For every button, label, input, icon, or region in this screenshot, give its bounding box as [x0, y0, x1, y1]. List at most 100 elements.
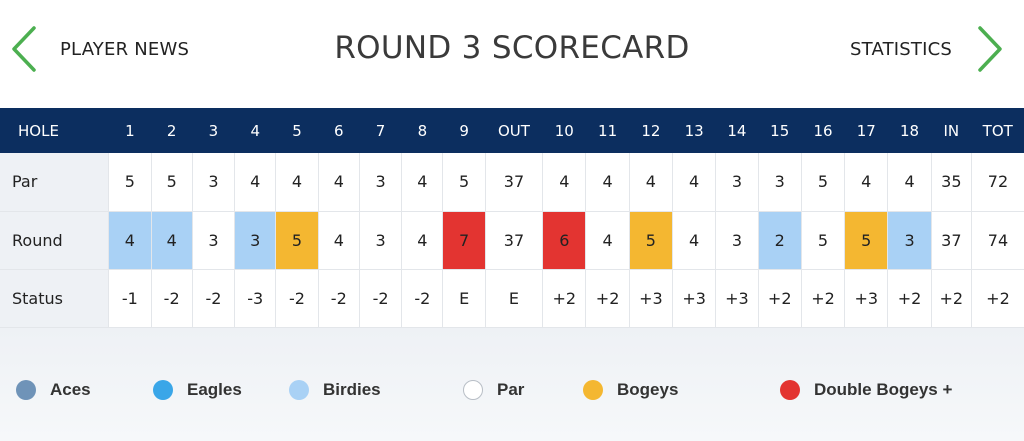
score-cell: 2 [758, 211, 802, 270]
score-cell: 4 [108, 211, 152, 270]
hole-number-header: 9 [442, 108, 486, 153]
hole-number-header: 16 [801, 108, 845, 153]
hole-number-header: 6 [318, 108, 360, 153]
score-cell: 37 [931, 211, 972, 270]
score-cell: 4 [585, 153, 630, 212]
score-cell: 3 [758, 153, 802, 212]
hole-number-header: 3 [192, 108, 235, 153]
score-cell: +3 [629, 269, 674, 328]
score-cell: 4 [672, 211, 717, 270]
score-cell: -2 [151, 269, 193, 328]
hole-number-header: 14 [715, 108, 759, 153]
hole-column-header: HOLE [0, 108, 109, 153]
score-cell: 4 [672, 153, 717, 212]
score-cell: 7 [442, 211, 486, 270]
statistics-nav[interactable]: STATISTICS [850, 24, 1006, 74]
score-cell: 37 [485, 153, 544, 212]
statistics-link[interactable]: STATISTICS [850, 38, 952, 60]
hole-number-header: 8 [401, 108, 443, 153]
score-cell: 4 [401, 153, 444, 212]
legend-swatch-icon [16, 380, 36, 400]
score-cell: 3 [887, 211, 932, 270]
score-cell: 3 [192, 211, 236, 270]
score-cell: 3 [715, 153, 759, 212]
scorecard-row-round: Round 4 4 3 3 5 4 3 4 7 37 6 4 5 4 3 2 5 5 3 37 74 [0, 211, 1024, 270]
legend-label: Aces [50, 380, 91, 399]
score-cell: 3 [359, 211, 403, 270]
score-cell: 4 [629, 153, 674, 212]
player-news-nav[interactable]: PLAYER NEWS [8, 24, 189, 74]
player-news-link[interactable]: PLAYER NEWS [60, 38, 190, 60]
scorecard-table: HOLE 1 2 3 4 5 6 7 8 9 OUT 10 11 12 13 14 15 16 17 18 IN TOT … [0, 108, 1024, 328]
chevron-right-icon[interactable] [972, 24, 1006, 74]
hole-number-header: OUT [485, 108, 543, 153]
score-cell: -2 [318, 269, 360, 328]
score-cell: 4 [318, 211, 360, 270]
scorecard-row-status: Status -1 -2 -2 -3 -2 -2 -2 -2 E E +2 +2 +3 +3 +3 +2 +2 +3… [0, 269, 1024, 328]
score-cell: +2 [585, 269, 630, 328]
hole-number-header: 13 [672, 108, 716, 153]
score-cell: 4 [585, 211, 630, 270]
score-cell: 5 [151, 153, 193, 212]
score-cell: -2 [275, 269, 319, 328]
score-cell: 3 [192, 153, 236, 212]
score-cell: E [485, 269, 544, 328]
score-cell: 37 [485, 211, 544, 270]
score-cell: 5 [275, 211, 319, 270]
score-cell: 4 [234, 153, 277, 212]
score-cell: 4 [151, 211, 193, 270]
score-cell: 5 [629, 211, 674, 270]
score-cell: +2 [542, 269, 587, 328]
score-cell: +2 [887, 269, 932, 328]
score-cell: 5 [844, 211, 889, 270]
score-cell: 4 [275, 153, 319, 212]
legend-swatch-icon [289, 380, 309, 400]
score-cell: -1 [108, 269, 152, 328]
hole-number-header: 12 [629, 108, 673, 153]
score-cell: -2 [401, 269, 444, 328]
score-cell: -2 [359, 269, 403, 328]
hole-number-header: 2 [151, 108, 193, 153]
legend-item-par: Par [463, 379, 524, 401]
score-cell: 5 [801, 211, 846, 270]
score-cell: 5 [801, 153, 846, 212]
score-cell: +2 [801, 269, 846, 328]
hole-number-header: 17 [844, 108, 888, 153]
legend-swatch-icon [153, 380, 173, 400]
score-cell: 35 [931, 153, 972, 212]
hole-header-row: HOLE 1 2 3 4 5 6 7 8 9 OUT 10 11 12 13 14 15 16 17 18 IN TOT [0, 108, 1024, 153]
score-cell: 72 [971, 153, 1024, 212]
legend-label: Bogeys [617, 380, 679, 399]
score-cell: +3 [672, 269, 717, 328]
score-cell: 4 [542, 153, 587, 212]
score-cell: -3 [234, 269, 277, 328]
chevron-left-icon[interactable] [8, 24, 42, 74]
score-cell: 3 [359, 153, 403, 212]
score-cell: +2 [758, 269, 802, 328]
legend-label: Birdies [323, 380, 381, 399]
legend-label: Double Bogeys + [814, 380, 953, 399]
row-label: Status [0, 269, 110, 328]
hole-number-header: 15 [758, 108, 802, 153]
scorecard-header: PLAYER NEWS ROUND 3 SCORECARD STATISTICS [0, 0, 1024, 98]
hole-number-header: 5 [275, 108, 319, 153]
score-cell: 3 [234, 211, 277, 270]
score-cell: +2 [971, 269, 1024, 328]
legend-item-birdies: Birdies [289, 379, 381, 401]
legend-label: Eagles [187, 380, 242, 399]
score-legend: Aces Eagles Birdies Par Bogeys Double Bogeys … [0, 328, 1024, 441]
legend-swatch-icon [583, 380, 603, 400]
row-label: Par [0, 153, 110, 212]
score-cell: -2 [192, 269, 236, 328]
hole-number-header: 7 [359, 108, 402, 153]
legend-swatch-icon [463, 380, 483, 400]
score-cell: 4 [318, 153, 360, 212]
legend-item-aces: Aces [16, 379, 91, 401]
score-cell: 3 [715, 211, 759, 270]
legend-item-double-bogeys: Double Bogeys + [780, 379, 952, 401]
legend-item-eagles: Eagles [153, 379, 242, 401]
score-cell: 4 [844, 153, 889, 212]
score-cell: 74 [971, 211, 1024, 270]
score-cell: 6 [542, 211, 587, 270]
row-label: Round [0, 211, 110, 270]
